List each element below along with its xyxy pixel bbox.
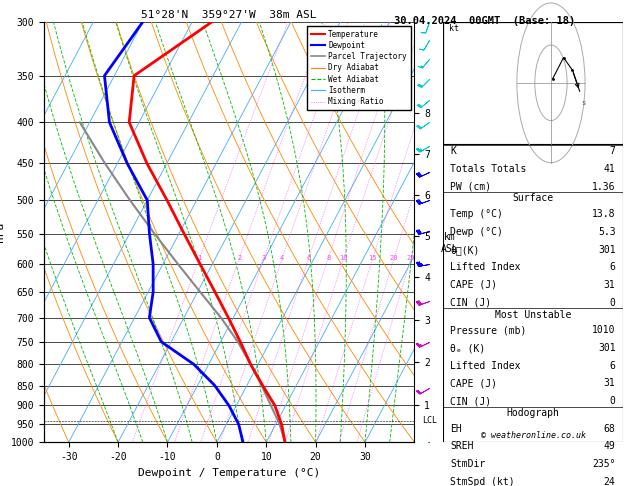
Text: 301: 301 bbox=[598, 244, 616, 255]
Text: 1010: 1010 bbox=[592, 326, 616, 335]
Text: Pressure (mb): Pressure (mb) bbox=[450, 326, 527, 335]
Text: 0: 0 bbox=[610, 297, 616, 308]
Text: 5.3: 5.3 bbox=[598, 227, 616, 237]
X-axis label: Dewpoint / Temperature (°C): Dewpoint / Temperature (°C) bbox=[138, 468, 320, 478]
Text: K: K bbox=[450, 146, 457, 156]
Text: 3: 3 bbox=[262, 255, 266, 261]
Text: 31: 31 bbox=[604, 280, 616, 290]
Text: Most Unstable: Most Unstable bbox=[495, 310, 571, 319]
Text: CIN (J): CIN (J) bbox=[450, 297, 492, 308]
Text: 24: 24 bbox=[604, 477, 616, 486]
Text: Lifted Index: Lifted Index bbox=[450, 262, 521, 272]
Legend: Temperature, Dewpoint, Parcel Trajectory, Dry Adiabat, Wet Adiabat, Isotherm, Mi: Temperature, Dewpoint, Parcel Trajectory… bbox=[308, 26, 411, 110]
Text: 41: 41 bbox=[604, 164, 616, 174]
Text: CAPE (J): CAPE (J) bbox=[450, 280, 498, 290]
Bar bbox=[443, 22, 623, 144]
Text: 31: 31 bbox=[604, 379, 616, 388]
Text: s: s bbox=[581, 100, 586, 105]
Text: StmDir: StmDir bbox=[450, 459, 486, 469]
Text: EH: EH bbox=[450, 424, 462, 434]
Text: θᴇ(K): θᴇ(K) bbox=[450, 244, 480, 255]
Text: StmSpd (kt): StmSpd (kt) bbox=[450, 477, 515, 486]
Text: Hodograph: Hodograph bbox=[506, 408, 559, 418]
Text: 30.04.2024  00GMT  (Base: 18): 30.04.2024 00GMT (Base: 18) bbox=[394, 16, 575, 26]
Y-axis label: km
ASL: km ASL bbox=[440, 232, 459, 254]
Text: Lifted Index: Lifted Index bbox=[450, 361, 521, 371]
Text: 2: 2 bbox=[237, 255, 242, 261]
Text: 7: 7 bbox=[610, 146, 616, 156]
Text: Totals Totals: Totals Totals bbox=[450, 164, 527, 174]
Text: 49: 49 bbox=[604, 441, 616, 451]
Title: 51°28'N  359°27'W  38m ASL: 51°28'N 359°27'W 38m ASL bbox=[142, 10, 317, 20]
Text: 25: 25 bbox=[407, 255, 415, 261]
Text: LCL: LCL bbox=[422, 416, 437, 425]
Text: 6: 6 bbox=[610, 262, 616, 272]
Text: 1.36: 1.36 bbox=[592, 182, 616, 191]
Text: 6: 6 bbox=[610, 361, 616, 371]
Text: 301: 301 bbox=[598, 343, 616, 353]
Text: 1: 1 bbox=[198, 255, 201, 261]
Text: Surface: Surface bbox=[513, 193, 554, 204]
Text: © weatheronline.co.uk: © weatheronline.co.uk bbox=[481, 431, 586, 440]
Text: 0: 0 bbox=[610, 396, 616, 406]
Text: CAPE (J): CAPE (J) bbox=[450, 379, 498, 388]
Y-axis label: hPa: hPa bbox=[0, 222, 5, 242]
Text: 13.8: 13.8 bbox=[592, 209, 616, 219]
Text: 20: 20 bbox=[390, 255, 398, 261]
Text: Temp (°C): Temp (°C) bbox=[450, 209, 503, 219]
Text: PW (cm): PW (cm) bbox=[450, 182, 492, 191]
Text: 6: 6 bbox=[307, 255, 311, 261]
Text: θₑ (K): θₑ (K) bbox=[450, 343, 486, 353]
Text: 8: 8 bbox=[326, 255, 330, 261]
Text: Dewp (°C): Dewp (°C) bbox=[450, 227, 503, 237]
Text: CIN (J): CIN (J) bbox=[450, 396, 492, 406]
Text: 10: 10 bbox=[340, 255, 348, 261]
Text: 68: 68 bbox=[604, 424, 616, 434]
Text: 15: 15 bbox=[369, 255, 377, 261]
Text: 235°: 235° bbox=[592, 459, 616, 469]
Text: 4: 4 bbox=[280, 255, 284, 261]
Text: SREH: SREH bbox=[450, 441, 474, 451]
Text: kt: kt bbox=[448, 24, 459, 33]
